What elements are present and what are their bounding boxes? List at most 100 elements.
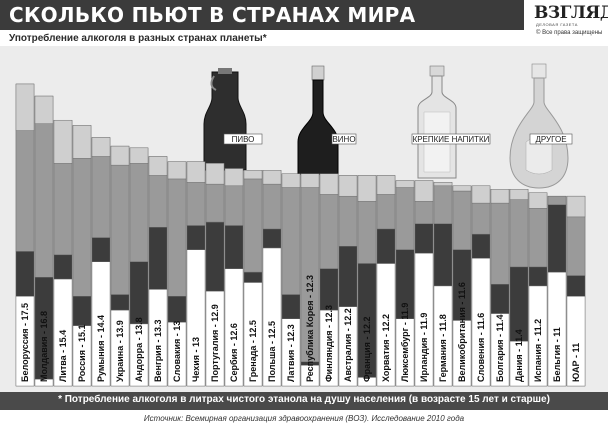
bar-segment-21-3 bbox=[395, 187, 415, 250]
bar-segment-13-3 bbox=[243, 178, 263, 273]
legend-label-spirits: КРЕПКИЕ НАПИТКИ bbox=[413, 135, 490, 144]
bar-segment-12-4 bbox=[224, 168, 244, 187]
bar-segment-6-4 bbox=[110, 145, 130, 166]
bar-segment-13-2 bbox=[243, 271, 263, 283]
bar-segment-24-3 bbox=[452, 190, 472, 250]
category-label-6: Украина - 13.9 bbox=[115, 320, 125, 382]
bar-segment-28-3 bbox=[528, 208, 548, 268]
bar-segment-10-3 bbox=[186, 182, 206, 226]
bar-segment-12-2 bbox=[224, 225, 244, 269]
bar-segment-21-4 bbox=[395, 180, 415, 188]
legend-label-beer: ПИВО bbox=[232, 135, 255, 144]
bar-segment-23-3 bbox=[433, 185, 453, 224]
category-label-10: Чехия - 13 bbox=[191, 337, 201, 382]
chart-subtitle: Употребление алкоголя в разных странах п… bbox=[9, 33, 267, 44]
bar-segment-4-2 bbox=[72, 296, 92, 326]
bar-segment-27-4 bbox=[509, 189, 529, 200]
category-label-25: Словения - 11.6 bbox=[476, 313, 486, 382]
category-label-23: Германия - 11.8 bbox=[438, 314, 448, 382]
category-label-22: Ирландия - 11.9 bbox=[419, 313, 429, 382]
bar-segment-25-2 bbox=[471, 233, 491, 259]
bar-segment-17-4 bbox=[319, 173, 339, 195]
bar-segment-3-4 bbox=[53, 120, 73, 164]
category-label-7: Андорра - 13.8 bbox=[134, 317, 144, 382]
legend-bottles: ПИВО ВИНО КРЕПКИЕ НАПИТКИ ДРУГОЕ bbox=[203, 63, 573, 189]
logo: ВЗГЛЯД ДЕЛОВАЯ ГАЗЕТА © Все права защище… bbox=[530, 3, 608, 41]
bar-segment-7-4 bbox=[129, 147, 149, 164]
bar-segment-28-4 bbox=[528, 192, 548, 209]
legend-label-wine: ВИНО bbox=[332, 135, 355, 144]
bar-segment-6-3 bbox=[110, 164, 130, 295]
bar-segment-30-4 bbox=[566, 195, 586, 218]
category-label-2: Молдавия - 16.8 bbox=[39, 311, 49, 382]
bar-segment-22-3 bbox=[414, 201, 434, 224]
bar-segment-5-3 bbox=[91, 156, 111, 238]
spirits-bottle-icon bbox=[411, 65, 491, 179]
category-label-11: Португалия - 12.9 bbox=[210, 304, 220, 382]
bar-segment-19-3 bbox=[357, 201, 377, 264]
category-label-9: Словакия - 13 bbox=[172, 321, 182, 382]
bar-segment-23-2 bbox=[433, 223, 453, 287]
bar-segment-1-2 bbox=[15, 251, 35, 297]
bar-segment-11-3 bbox=[205, 183, 225, 223]
other-bottle-icon bbox=[509, 63, 573, 189]
category-label-8: Венгрия - 13.3 bbox=[153, 320, 163, 383]
category-label-16: Республика Корея - 12.3 bbox=[305, 275, 315, 382]
bar-segment-30-2 bbox=[566, 275, 586, 297]
category-label-28: Испания - 11.2 bbox=[533, 319, 543, 382]
category-label-20: Хорватия - 12.2 bbox=[381, 314, 391, 382]
footnote: * Потребление алкоголя в литрах чистого … bbox=[58, 394, 550, 405]
bar-segment-10-2 bbox=[186, 225, 206, 250]
footnote-bar bbox=[0, 392, 608, 410]
bar-segment-7-2 bbox=[129, 261, 149, 325]
bar-segment-20-2 bbox=[376, 228, 396, 264]
bar-segment-5-4 bbox=[91, 137, 111, 157]
bar-segment-24-4 bbox=[452, 185, 472, 192]
bar-segment-3-3 bbox=[53, 163, 73, 256]
category-label-13: Гренада - 12.5 bbox=[248, 320, 258, 382]
bar-segment-8-4 bbox=[148, 156, 168, 176]
bar-segment-15-3 bbox=[281, 187, 301, 295]
category-label-17: Финляндия - 12.3 bbox=[324, 305, 334, 382]
category-label-21: Люксембург - 11.9 bbox=[400, 303, 410, 382]
bar-segment-17-3 bbox=[319, 194, 339, 269]
copyright-text: © Все права защищены bbox=[536, 30, 603, 36]
bar-segment-17-2 bbox=[319, 268, 339, 311]
category-label-24: Великобритания - 11.6 bbox=[457, 282, 467, 382]
bar-segment-29-3 bbox=[547, 195, 567, 206]
bar-segment-9-2 bbox=[167, 296, 187, 323]
category-label-15: Латвия - 12.3 bbox=[286, 324, 296, 382]
bar-segment-8-3 bbox=[148, 175, 168, 228]
bar-segment-26-4 bbox=[490, 189, 510, 204]
bar-segment-5-2 bbox=[91, 237, 111, 262]
category-label-26: Болгария - 11.4 bbox=[495, 314, 505, 382]
bar-segment-26-3 bbox=[490, 202, 510, 285]
bar-segment-25-3 bbox=[471, 202, 491, 235]
bar-segment-22-4 bbox=[414, 180, 434, 202]
wine-bottle-icon bbox=[297, 65, 357, 175]
bar-segment-29-2 bbox=[547, 204, 567, 273]
bar-segment-10-4 bbox=[186, 161, 206, 183]
bar-segment-3-2 bbox=[53, 254, 73, 280]
bar-segment-4-3 bbox=[72, 158, 92, 297]
chart-title: СКОЛЬКО ПЬЮТ В СТРАНАХ МИРА bbox=[9, 3, 416, 27]
bar-segment-18-4 bbox=[338, 175, 358, 197]
bar-segment-22-2 bbox=[414, 223, 434, 254]
category-label-14: Польша - 12.5 bbox=[267, 321, 277, 382]
category-label-1: Белоруссия - 17.5 bbox=[20, 303, 30, 382]
bar-segment-27-3 bbox=[509, 199, 529, 268]
category-label-30: ЮАР - 11 bbox=[571, 343, 581, 382]
bar-segment-16-4 bbox=[300, 173, 320, 188]
category-label-19: Франция - 12.2 bbox=[362, 317, 372, 382]
bar-segment-9-4 bbox=[167, 161, 187, 180]
bar-segment-15-2 bbox=[281, 294, 301, 319]
beer-bottle-icon bbox=[203, 68, 263, 171]
category-label-3: Литва - 15.4 bbox=[58, 330, 68, 382]
header-bar bbox=[0, 0, 524, 30]
bar-segment-4-4 bbox=[72, 125, 92, 159]
logo-word: ВЗГЛЯД bbox=[534, 3, 608, 23]
bars-group: Белоруссия - 17.5 Молдавия - 16.8 Литва - … bbox=[15, 83, 586, 387]
bar-segment-12-3 bbox=[224, 185, 244, 226]
bar-segment-30-3 bbox=[566, 216, 586, 276]
bar-segment-23-4 bbox=[433, 182, 453, 187]
